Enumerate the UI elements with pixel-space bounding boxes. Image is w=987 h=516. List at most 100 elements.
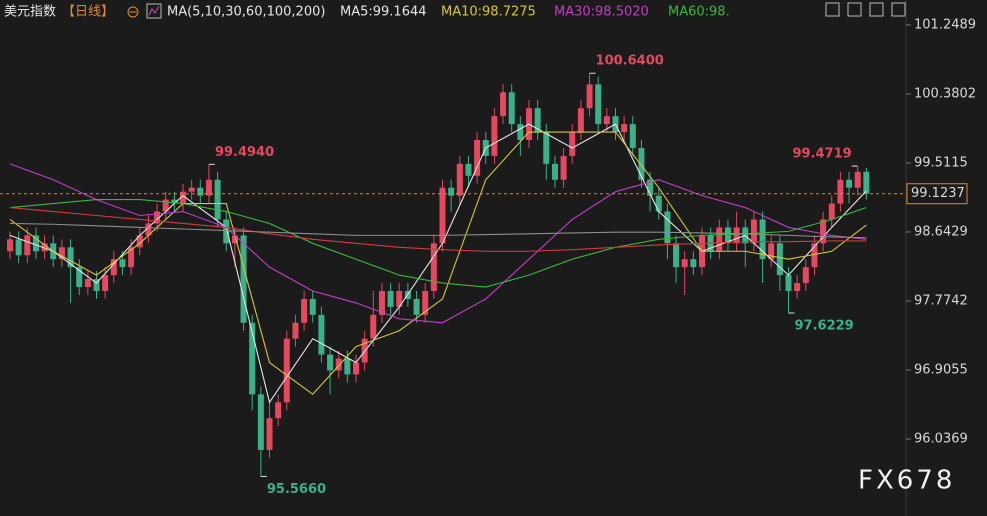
candle-body [67, 247, 74, 268]
candle-body [387, 290, 394, 307]
candle-body [759, 219, 766, 260]
tool-button[interactable] [891, 2, 906, 17]
indicator-icon[interactable] [146, 3, 162, 19]
candle-body [301, 298, 308, 323]
candle-body [32, 235, 39, 252]
candle-body [84, 279, 91, 288]
y-tick-label: 101.2489 [914, 17, 976, 32]
candle-body [318, 314, 325, 355]
candle-body [560, 155, 567, 180]
candle-body [396, 290, 403, 307]
candle-body [768, 243, 775, 260]
candle-body [110, 259, 117, 276]
candle-body [629, 124, 636, 148]
toolbar [825, 2, 906, 17]
candle-body [456, 163, 463, 196]
y-tick-label: 100.3802 [914, 86, 976, 101]
candle-body [543, 132, 550, 164]
candle-body [430, 243, 437, 291]
candle-body [275, 402, 282, 419]
candle-body [370, 314, 377, 339]
candle-body [171, 199, 178, 204]
candle-body [327, 354, 334, 371]
candle-body [828, 203, 835, 220]
legend-entry: MA5:99.1644 [340, 5, 427, 20]
legend-entry: MA60:98. [668, 5, 730, 20]
candle-body [145, 223, 152, 236]
candle-body [655, 195, 662, 212]
y-tick-label: 98.6429 [914, 224, 968, 239]
annotation-label: 99.4719 [792, 147, 851, 162]
candle-body [15, 239, 22, 256]
watermark: FX678 [858, 466, 955, 496]
candle-body [205, 179, 212, 196]
candle-body [257, 394, 264, 450]
tool-button[interactable] [869, 2, 884, 17]
candle-body [413, 298, 420, 315]
ma-line [9, 207, 867, 252]
candle-body [863, 171, 870, 194]
candle-body [448, 187, 455, 196]
candle-body [551, 163, 558, 180]
annotation-label: 100.6400 [596, 54, 664, 69]
tool-button[interactable] [825, 2, 840, 17]
candle-body [811, 243, 818, 268]
candle-body [162, 199, 169, 212]
candle-body [500, 92, 507, 117]
candle-body [647, 179, 654, 196]
candle-body [474, 140, 481, 176]
candle-body [638, 147, 645, 180]
candle-body [214, 179, 221, 220]
candle-body [188, 187, 195, 192]
candle-body [854, 171, 861, 188]
candle-body [785, 275, 792, 291]
candle-body [517, 124, 524, 140]
candle-body [180, 191, 186, 204]
candle-body [292, 322, 299, 339]
candle-body [577, 108, 584, 133]
last-price-label: 99.1237 [911, 186, 965, 201]
legend-entry: MA10:98.7275 [441, 5, 536, 20]
candle-body [724, 227, 731, 244]
annotation-label: 95.5660 [267, 482, 326, 497]
candle-body [621, 124, 628, 133]
chart-title: 美元指数 [4, 5, 56, 20]
candle-body [603, 116, 610, 125]
candle-body [664, 211, 671, 244]
candle-body [93, 279, 100, 291]
legend-entry: MA30:98.5020 [554, 5, 649, 20]
candle-body [422, 290, 429, 315]
candle-body [128, 247, 135, 268]
y-tick-label: 97.7742 [914, 293, 968, 308]
candle-body [716, 227, 723, 252]
candle-body [837, 179, 844, 204]
candle-body [595, 84, 602, 125]
candle-body [569, 132, 576, 156]
ma-line [9, 123, 867, 404]
annotation-label: 99.4940 [215, 145, 274, 160]
candle-body [750, 219, 757, 244]
candle-body [681, 259, 688, 268]
candle-body [802, 267, 809, 284]
ma-line [9, 222, 867, 239]
candle-body [41, 243, 48, 252]
candle-body [58, 247, 65, 260]
candle-body [119, 259, 126, 268]
add-icon[interactable] [127, 6, 139, 18]
candle-body [283, 338, 290, 403]
y-tick-label: 99.5115 [914, 155, 968, 170]
candle-body [344, 358, 351, 375]
indicator: MA(5,10,30,60,100,200) [167, 5, 325, 20]
candle-body [249, 322, 256, 395]
tool-button[interactable] [847, 2, 862, 17]
last-price-box [906, 183, 968, 205]
candle-body [136, 235, 143, 248]
candle-body [846, 179, 853, 188]
period: 【日线】 [62, 5, 114, 20]
candle-body [491, 116, 498, 156]
y-tick-label: 96.0369 [914, 432, 968, 447]
candle-body [776, 243, 783, 276]
candle-body [102, 275, 109, 291]
